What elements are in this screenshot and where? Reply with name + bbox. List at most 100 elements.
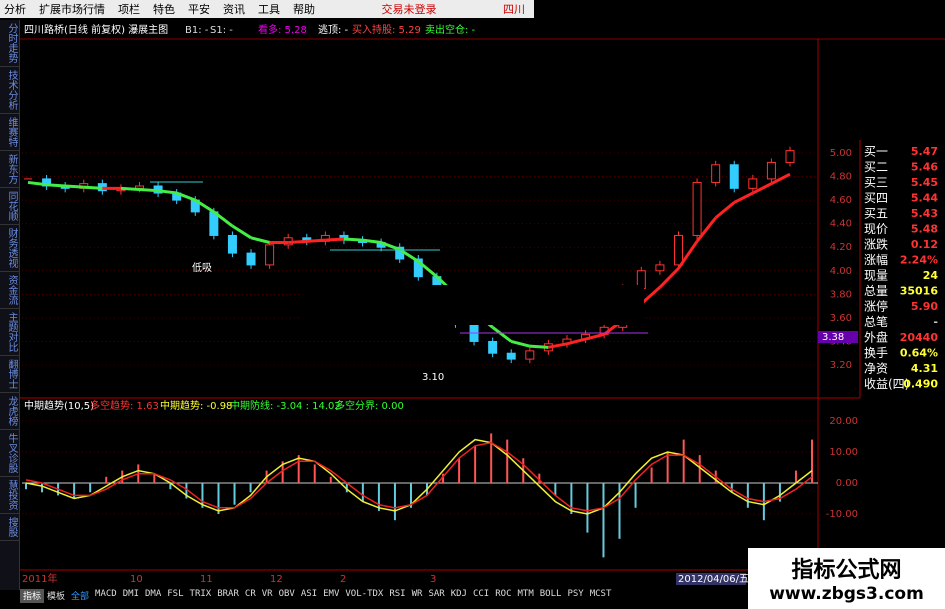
- menu-item[interactable]: 工具: [258, 3, 280, 16]
- stock-short: 四川: [503, 3, 525, 16]
- indicator-tab[interactable]: VOL-TDX: [345, 589, 384, 599]
- indicator-tab[interactable]: CR: [244, 589, 256, 599]
- ma-segment: [677, 240, 699, 270]
- chart-header-text: 逃顶: -: [318, 23, 349, 36]
- candle: [413, 258, 423, 278]
- ma-segment: [306, 238, 326, 243]
- side-tab[interactable]: 同花顺: [0, 188, 19, 225]
- indicator-tab[interactable]: ASI: [300, 589, 318, 599]
- indicator-line: [25, 441, 813, 512]
- side-tab[interactable]: 财务透视: [0, 225, 19, 272]
- chart-header-text: B1: -: [185, 25, 209, 36]
- indicator-tab[interactable]: MCST: [589, 589, 612, 599]
- menu-item[interactable]: 帮助: [293, 3, 315, 16]
- ma-segment: [362, 238, 382, 244]
- candle: [506, 352, 516, 360]
- indicator-tab[interactable]: VR: [261, 589, 273, 599]
- indicator-tab[interactable]: SAR: [428, 589, 445, 599]
- indicator-tab[interactable]: 全部: [71, 592, 90, 602]
- chart-header-text: 卖出空仓: -: [425, 23, 476, 36]
- side-tab[interactable]: 维赛特: [0, 114, 19, 151]
- quote-value: 2.24%: [900, 254, 938, 267]
- current-date-box: [676, 573, 746, 585]
- indicator-tab[interactable]: RSI: [389, 589, 406, 599]
- quote-label: 收益(四): [864, 377, 909, 391]
- indicator-tab[interactable]: TRIX: [189, 589, 212, 599]
- ma-segment: [417, 260, 438, 278]
- quote-value: 20440: [900, 331, 939, 344]
- candle: [729, 164, 739, 189]
- indicator-tab[interactable]: 指标: [20, 589, 45, 603]
- quote-label: 现量: [864, 269, 888, 283]
- ma-segment: [288, 239, 307, 245]
- menu-item[interactable]: 资讯: [223, 3, 245, 16]
- quote-value: 5.90: [911, 300, 938, 313]
- indicator-tab[interactable]: DMA: [145, 589, 162, 599]
- indicator-tab[interactable]: BOLL: [539, 589, 562, 599]
- quote-value: 5.45: [911, 176, 938, 189]
- indicator-tab[interactable]: FSL: [167, 589, 184, 599]
- side-tab[interactable]: 新东方: [0, 151, 19, 188]
- side-tab[interactable]: 技术分析: [0, 67, 19, 114]
- menu-item[interactable]: 项栏: [118, 3, 140, 16]
- indicator-tab[interactable]: BRAR: [217, 589, 239, 599]
- side-tab[interactable]: 资金流: [0, 272, 19, 309]
- ma-segment: [194, 198, 215, 214]
- chart-header-text: 买入持股: 5.29: [352, 23, 421, 36]
- ma-segment: [752, 182, 773, 195]
- side-tab[interactable]: 搜股: [0, 514, 19, 541]
- menu-item[interactable]: 分析: [4, 3, 26, 16]
- candle: [785, 150, 795, 163]
- ma-segment: [176, 191, 196, 202]
- current-date: 2012/04/06/五: [678, 574, 749, 585]
- candle: [227, 234, 237, 254]
- indicator-header: 多空分界: 0.00: [335, 399, 404, 412]
- ma-segment: [658, 267, 680, 289]
- indicator-tab[interactable]: OBV: [278, 589, 295, 599]
- indicator-tab[interactable]: 模板: [47, 592, 66, 602]
- indicator-tab[interactable]: MACD: [95, 589, 117, 599]
- side-tab[interactable]: 分时走势: [0, 20, 19, 67]
- ma-segment: [695, 216, 717, 243]
- side-tab[interactable]: 主题对比: [0, 309, 19, 356]
- candle: [711, 164, 721, 183]
- price-tick-label: 3.20: [830, 360, 852, 371]
- ma-segment: [27, 180, 47, 187]
- indicator-tab[interactable]: KDJ: [450, 589, 467, 599]
- quote-value: -: [933, 316, 938, 329]
- side-tab[interactable]: 翻博士: [0, 356, 19, 393]
- date-label: 10: [130, 574, 143, 585]
- ma-segment: [83, 185, 103, 190]
- indicator-tab[interactable]: CCI: [472, 589, 490, 599]
- price-tick-label: 5.00: [830, 148, 852, 159]
- indicator-tab[interactable]: PSY: [567, 589, 584, 599]
- menu-item[interactable]: 特色: [153, 3, 175, 16]
- candle: [748, 178, 758, 189]
- menu-item[interactable]: 扩展市场行情: [39, 3, 105, 16]
- side-tab[interactable]: 龙虎榜: [0, 393, 19, 430]
- price-tick-label: 4.00: [830, 266, 852, 277]
- chart-header-text: 四川路桥(日线 前复权) 瀑展主图: [24, 23, 168, 36]
- menu-item[interactable]: 平安: [188, 3, 210, 16]
- price-marker-box: [818, 331, 858, 343]
- indicator-tab[interactable]: DMI: [122, 589, 139, 599]
- side-tab[interactable]: 慧投资: [0, 477, 19, 514]
- indicator-tab[interactable]: EMV: [323, 589, 340, 599]
- side-tab[interactable]: 牛叉诊股: [0, 430, 19, 477]
- login-status: 交易未登录: [381, 3, 437, 16]
- ma-segment: [491, 326, 513, 343]
- candle: [655, 264, 665, 272]
- price-tick-label: 4.80: [830, 172, 852, 183]
- candle: [265, 244, 275, 266]
- indicator-tab[interactable]: ROC: [495, 589, 512, 599]
- ma-segment: [566, 337, 586, 346]
- quote-label: 总笔: [864, 314, 888, 329]
- price-tick-label: 4.60: [830, 195, 852, 206]
- quote-label: 涨幅: [864, 252, 888, 267]
- indicator-tab[interactable]: WR: [411, 589, 423, 599]
- quote-label: 涨跌: [864, 237, 888, 252]
- ma-segment: [231, 224, 252, 240]
- indicator-tab[interactable]: MTM: [517, 589, 534, 599]
